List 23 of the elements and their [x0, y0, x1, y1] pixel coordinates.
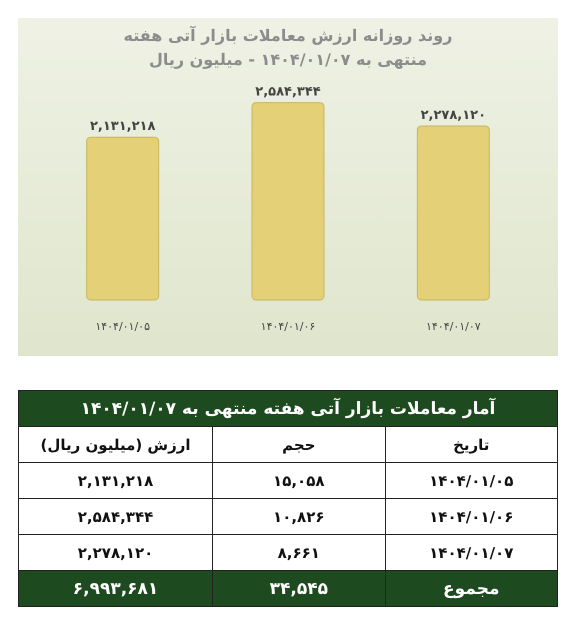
- text: ۱۴۰۴/۰۱/۰۷: [385, 534, 558, 570]
- text: حجم: [212, 426, 386, 462]
- text: تاریخ: [385, 426, 558, 462]
- text: ۲,۲۷۸,۱۲۰: [18, 534, 213, 570]
- text: ۱۴۰۴/۰۱/۰۵: [385, 462, 558, 498]
- text: ۱۵,۰۵۸: [212, 462, 386, 498]
- data-label: ۲,۲۷۸,۱۲۰: [420, 108, 486, 123]
- text: آمار معاملات بازار آتی هفته منتهی به ۱۴۰۴/۰۱/۰۷: [18, 390, 558, 426]
- text: مجموع: [385, 570, 558, 606]
- text: ۲,۵۸۴,۳۴۴: [18, 498, 213, 534]
- text: ۱۴۰۴/۰۱/۰۶: [385, 498, 558, 534]
- data-label: ۲,۵۸۴,۳۴۴: [255, 84, 321, 100]
- text: ۶,۹۹۳,۶۸۱: [18, 570, 213, 606]
- text: ۸,۶۶۱: [212, 534, 386, 570]
- text: ۱۰,۸۲۶: [212, 498, 386, 534]
- data-label: ۲,۱۳۱,۲۱۸: [90, 119, 156, 134]
- x-tick-label: ۱۴۰۴/۰۱/۰۶: [260, 320, 316, 333]
- chart-title: روند روزانه ارزش معاملات بازار آتی هفته منتهی به ۱۴۰۴/۰۱/۰۷ - میلیون ریال: [122, 24, 454, 71]
- x-tick-label: ۱۴۰۴/۰۱/۰۷: [426, 320, 481, 333]
- text: ارزش (میلیون ریال): [18, 426, 213, 462]
- x-tick-label: ۱۴۰۴/۰۱/۰۵: [95, 320, 150, 333]
- text: ۲,۱۳۱,۲۱۸: [18, 462, 213, 498]
- text: ۳۴,۵۴۵: [212, 570, 386, 606]
